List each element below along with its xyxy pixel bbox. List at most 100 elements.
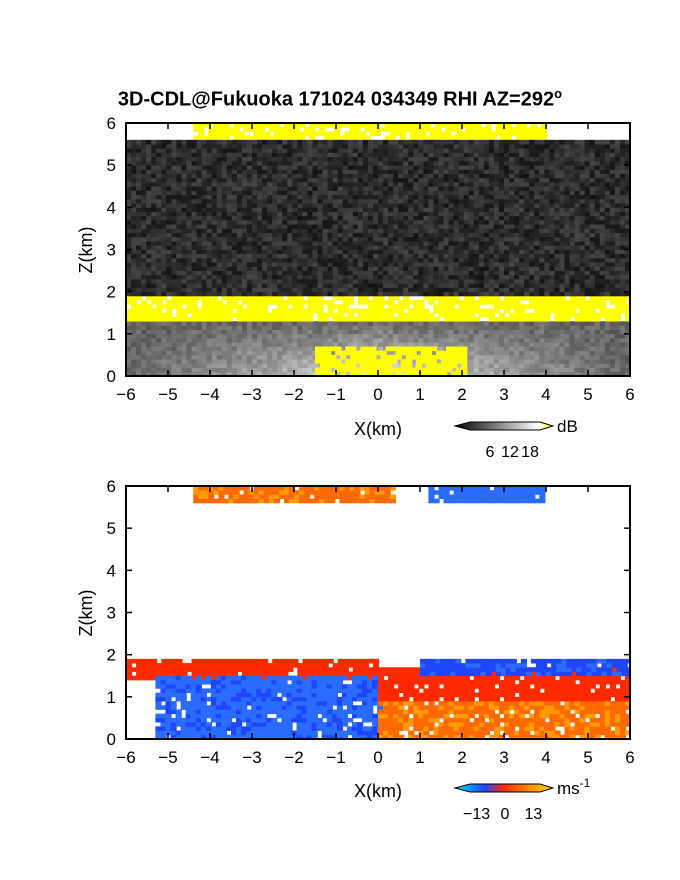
reflectivity-cell [554,350,561,356]
reflectivity-cell [362,160,370,166]
reflectivity-cell [246,207,254,212]
reflectivity-cell [352,291,359,297]
reflectivity-cell [378,215,385,221]
reflectivity-cell [131,325,138,330]
reflectivity-cell [468,203,475,208]
reflectivity-cell [131,333,138,339]
reflectivity-cell [473,169,480,174]
reflectivity-cell [216,215,223,221]
reflectivity-cell [231,363,239,368]
reflectivity-cell [468,190,475,196]
reflectivity-cell [584,359,591,364]
reflectivity-cell [428,279,435,284]
reflectivity-cell [161,350,168,356]
reflectivity-cell [136,219,143,225]
reflectivity-cell [312,333,319,339]
reflectivity-cell [458,190,465,196]
reflectivity-cell [365,350,372,356]
reflectivity-cell [534,329,541,335]
reflectivity-cell [236,329,244,335]
reflectivity-cell [262,354,269,360]
reflectivity-cell [539,359,546,364]
reflectivity-cell [257,198,264,204]
reflectivity-cell [307,279,314,284]
reflectivity-cell [347,144,354,149]
reflectivity-cell [393,338,400,343]
reflectivity-cell [403,177,410,183]
reflectivity-cell [463,194,470,200]
reflectivity-cell [342,321,349,326]
reflectivity-cell [231,203,239,208]
reflectivity-cell [302,363,309,368]
reflectivity-cell [362,283,370,288]
reflectivity-cell [418,279,425,284]
reflectivity-cell [347,173,354,179]
reflectivity-cell [519,346,526,352]
reflectivity-cell [398,148,405,153]
reflectivity-cell [393,257,400,263]
reflectivity-cell [146,139,153,145]
reflectivity-cell [317,182,324,187]
reflectivity-cell [443,224,450,229]
reflectivity-cell [171,295,178,301]
reflectivity-cell [337,169,344,174]
reflectivity-cell [221,333,228,339]
reflectivity-cell [166,224,173,229]
reflectivity-cell [383,342,390,347]
reflectivity-cell [216,160,223,166]
reflectivity-cell [287,283,294,288]
reflectivity-cell [203,135,210,141]
reflectivity-cell [320,359,327,364]
reflectivity-cell [448,186,455,191]
reflectivity-cell [262,283,269,288]
reflectivity-cell [393,325,400,330]
reflectivity-cell [483,177,491,183]
reflectivity-cell [126,203,133,208]
reflectivity-cell [428,228,435,234]
reflectivity-cell [362,177,370,183]
reflectivity-cell [488,329,496,335]
reflectivity-cell [171,219,178,225]
reflectivity-cell [236,249,244,255]
reflectivity-cell [383,169,390,174]
reflectivity-cell [252,194,259,200]
reflectivity-cell [478,169,485,174]
reflectivity-cell [131,354,138,360]
reflectivity-cell [302,236,309,242]
reflectivity-cell [176,274,183,280]
reflectivity-cell [201,371,208,376]
reflectivity-cell [141,371,148,376]
reflectivity-cell [126,177,133,183]
reflectivity-cell [519,342,526,347]
reflectivity-cell [181,274,188,280]
reflectivity-cell [208,135,215,141]
reflectivity-cell [257,262,264,267]
reflectivity-cell [408,245,415,250]
reflectivity-cell [211,228,218,234]
reflectivity-cell [287,367,294,373]
reflectivity-cell [473,186,480,191]
reflectivity-cell [136,342,143,347]
reflectivity-cell [488,300,496,305]
reflectivity-cell [443,279,450,284]
reflectivity-cell [141,312,148,318]
reflectivity-cell [272,186,279,191]
reflectivity-cell [614,295,622,301]
reflectivity-cell [438,215,445,221]
reflectivity-cell [599,308,606,314]
reflectivity-cell [604,354,611,360]
reflectivity-cell [418,287,425,293]
reflectivity-cell [171,270,178,276]
reflectivity-cell [554,308,561,314]
reflectivity-cell [252,249,259,255]
reflectivity-cell [534,325,541,330]
reflectivity-cell [246,295,254,301]
reflectivity-cell [241,232,249,238]
reflectivity-cell [136,304,143,309]
reflectivity-cell [151,156,158,162]
reflectivity-cell [322,169,329,174]
reflectivity-cell [166,266,173,271]
reflectivity-cell [246,249,254,255]
reflectivity-cell [473,148,480,153]
reflectivity-cell [383,283,390,288]
